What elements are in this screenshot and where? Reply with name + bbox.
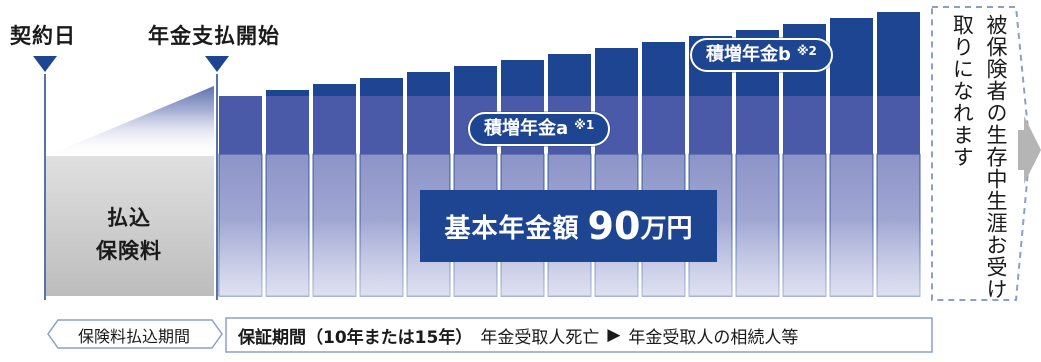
basic-pension-unit: 万円: [640, 213, 693, 244]
heir-label: 年金受取人の相続人等: [628, 327, 799, 348]
accum-a-segment: [407, 96, 450, 154]
basic-pension-box: 基本年金額 90 万円: [420, 190, 717, 262]
basic-pension-amount: 90: [587, 204, 641, 248]
lifetime-text: 被保険者の生存中生涯お受け取りになれます: [950, 14, 1008, 300]
guarantee-period-label: 保証期間（10年または15年）: [238, 327, 473, 348]
accum-a-segment: [689, 96, 732, 154]
premium-period-label: 保険料払込期間: [77, 327, 190, 346]
accum-a-label: 積増年金a: [484, 118, 569, 139]
accum-a-segment: [877, 96, 920, 154]
accum-a-segment: [830, 96, 873, 154]
premium-label-line1: 払込: [107, 206, 151, 231]
guarantee-period-outline: [225, 317, 933, 353]
pension-start-label: 年金支払開始: [148, 24, 280, 48]
premium-label: 払込 保険料: [46, 190, 212, 280]
accum-b-segment: [830, 18, 873, 96]
accum-a-segment: [266, 96, 309, 154]
start-marker-icon: [205, 56, 229, 72]
death-case-label: 年金受取人死亡: [480, 327, 600, 348]
accum-b-segment: [877, 12, 920, 96]
accum-a-segment: [642, 96, 685, 154]
accum-a-segment: [313, 96, 356, 154]
contract-marker-icon: [33, 56, 57, 72]
guarantee-period-row: 保証期間（10年または15年） 年金受取人死亡 ▶ 年金受取人の相続人等: [226, 318, 932, 352]
accum-b-segment: [360, 78, 403, 96]
accum-b-segment: [642, 42, 685, 96]
accum-b-note: ※2: [796, 44, 817, 58]
accumulation-wedge: [46, 86, 214, 156]
right-arrow-icon: [1018, 116, 1041, 184]
accum-b-segment: [407, 72, 450, 96]
arrow-mark-icon: ▶: [607, 325, 621, 345]
basic-pension-prefix: 基本年金額: [444, 213, 580, 244]
premium-period-outline: [47, 319, 223, 349]
accum-b-segment: [548, 54, 591, 96]
accum-b-segment: [501, 60, 544, 96]
accum-b-segment: [313, 84, 356, 96]
lifetime-dashed-region: [931, 6, 1032, 301]
accum-b-badge: 積増年金b ※2: [690, 38, 833, 72]
premium-label-line2: 保険料: [96, 239, 162, 263]
accum-a-segment: [736, 96, 779, 154]
accum-a-segment: [783, 96, 826, 154]
accum-b-label: 積増年金b: [706, 44, 791, 65]
premium-box: [46, 156, 214, 296]
accum-b-segment: [266, 90, 309, 96]
accum-a-badge: 積増年金a ※1: [468, 112, 611, 146]
accum-b-segment: [595, 48, 638, 96]
accum-a-segment: [219, 96, 262, 154]
accum-a-note: ※1: [574, 118, 595, 132]
contract-date-label: 契約日: [10, 24, 76, 48]
accum-b-segment: [454, 66, 497, 96]
accum-a-segment: [360, 96, 403, 154]
